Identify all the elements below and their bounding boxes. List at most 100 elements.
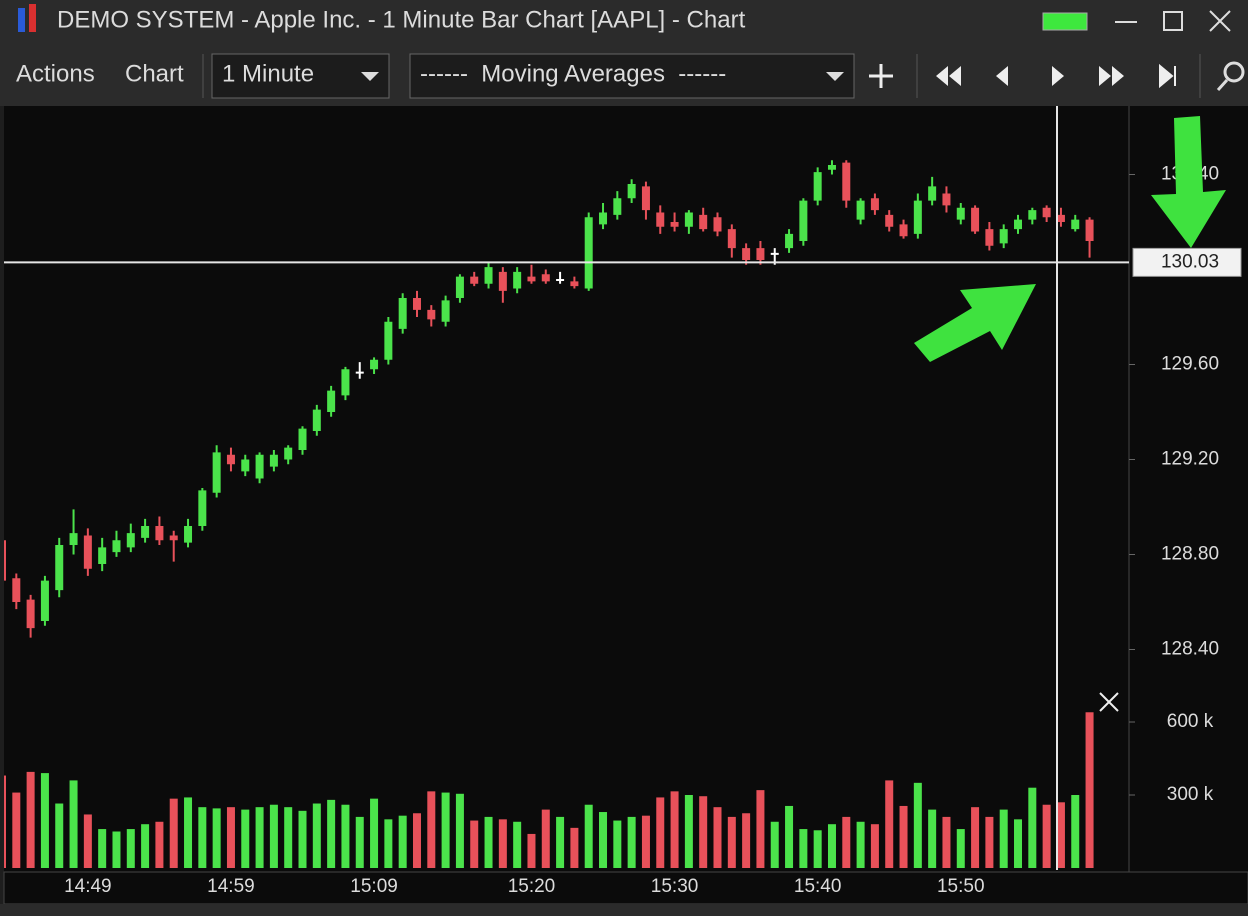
volume-bar — [599, 812, 608, 868]
title-bar — [0, 0, 1248, 44]
study-value: ------ Moving Averages ------ — [420, 60, 726, 87]
candle-body — [842, 162, 851, 201]
candle-body — [1042, 207, 1051, 218]
forward-button[interactable] — [1052, 66, 1064, 86]
candle-body — [40, 580, 49, 621]
volume-bar — [355, 816, 364, 868]
rewind-button[interactable] — [936, 66, 961, 86]
volume-bar — [885, 780, 894, 868]
search-button[interactable] — [1216, 78, 1229, 92]
window-title: DEMO SYSTEM - Apple Inc. - 1 Minute Bar … — [57, 6, 746, 33]
volume-bar — [4, 775, 6, 868]
dropdown-arrow — [361, 72, 379, 81]
close-button[interactable] — [1209, 10, 1231, 32]
candle-body — [169, 535, 178, 541]
volume-bar — [1071, 795, 1080, 868]
volume-bar — [756, 790, 765, 868]
volume-bar — [942, 816, 951, 868]
volume-bar — [1056, 802, 1065, 868]
candle-body — [284, 447, 293, 460]
volume-bar — [241, 809, 250, 868]
app-icon — [29, 4, 36, 32]
end-button[interactable] — [1159, 63, 1176, 89]
candle-body — [184, 526, 193, 543]
volume-bar — [785, 805, 794, 868]
volume-bar — [427, 791, 436, 868]
volume-bar — [55, 803, 64, 868]
volume-bar — [341, 804, 350, 868]
volume-bar — [26, 771, 35, 868]
volume-bar — [284, 807, 293, 868]
candle-body — [913, 200, 922, 234]
x-tick-label: 14:49 — [64, 876, 112, 897]
volume-bar — [999, 809, 1008, 868]
y-tick-label: 128.40 — [1161, 639, 1219, 660]
candle-body — [699, 214, 708, 230]
candle-body — [83, 535, 92, 569]
y-tick-label: 129.60 — [1161, 354, 1219, 375]
x-tick-label: 14:59 — [207, 876, 255, 897]
volume-bar — [956, 829, 965, 868]
candle-body — [928, 186, 937, 201]
volume-bar — [556, 816, 565, 868]
close-pane-button[interactable] — [1099, 692, 1119, 712]
volume-tick-label: 600 k — [1167, 711, 1214, 732]
volume-bar — [899, 805, 908, 868]
volume-bar — [12, 792, 21, 868]
plot-layer — [4, 160, 1094, 868]
menu-item[interactable]: Chart — [125, 60, 184, 87]
volume-bar — [298, 810, 307, 868]
volume-bar — [770, 821, 779, 868]
volume-bar — [971, 807, 980, 868]
interval-dropdown[interactable] — [211, 53, 390, 99]
volume-bar — [513, 821, 522, 868]
maximize-button[interactable] — [1163, 11, 1183, 31]
volume-bar — [169, 798, 178, 868]
volume-bar — [856, 821, 865, 868]
annotation-arrow — [1151, 116, 1226, 248]
candle-body — [985, 229, 994, 246]
study-dropdown[interactable] — [409, 53, 855, 99]
volume-bar — [412, 813, 421, 868]
volume-bar — [1085, 712, 1094, 868]
volume-bar — [1042, 804, 1051, 868]
candle-body — [26, 599, 35, 629]
volume-bar — [69, 780, 78, 868]
candle-body — [298, 428, 307, 450]
candle-body — [1056, 214, 1065, 222]
volume-bar — [742, 813, 751, 868]
x-tick-label: 15:50 — [937, 876, 985, 897]
price-marker — [1132, 247, 1242, 277]
candle-body — [827, 165, 836, 170]
volume-bar — [226, 807, 235, 868]
candle-body — [613, 198, 622, 215]
volume-bar — [470, 820, 479, 868]
candle-body — [656, 212, 665, 227]
back-button[interactable] — [996, 66, 1008, 86]
fast-forward-button[interactable] — [1099, 66, 1124, 86]
candle-body — [999, 229, 1008, 244]
candle-body — [198, 490, 207, 526]
candle-body — [355, 371, 364, 374]
candle-body — [756, 248, 765, 260]
x-tick-label: 15:09 — [350, 876, 398, 897]
volume-bar — [441, 792, 450, 868]
candle-body — [412, 298, 421, 310]
candle-body — [556, 279, 565, 281]
volume-bar — [370, 798, 379, 868]
candle-body — [641, 186, 650, 211]
volume-bar — [813, 830, 822, 868]
volume-bar — [584, 804, 593, 868]
candle-body — [4, 540, 6, 581]
volume-bar — [126, 829, 135, 868]
annotation-arrow — [914, 284, 1036, 362]
search-button[interactable] — [1223, 61, 1245, 83]
volume-bar — [455, 793, 464, 868]
volume-bar — [398, 815, 407, 868]
menu-item[interactable]: Actions — [16, 60, 95, 87]
volume-bar — [155, 821, 164, 868]
candle-body — [370, 359, 379, 370]
volume-bar — [684, 795, 693, 868]
add-button[interactable] — [869, 64, 893, 88]
